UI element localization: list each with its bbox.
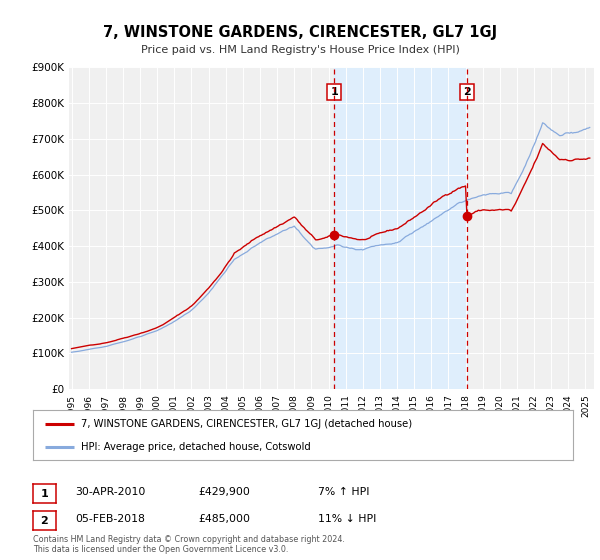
Text: 05-FEB-2018: 05-FEB-2018 (75, 514, 145, 524)
Bar (334, 67, 467, 389)
Text: This data is licensed under the Open Government Licence v3.0.: This data is licensed under the Open Gov… (33, 545, 289, 554)
Text: HPI: Average price, detached house, Cotswold: HPI: Average price, detached house, Cots… (80, 442, 310, 452)
Text: 1: 1 (330, 87, 338, 97)
Text: 7, WINSTONE GARDENS, CIRENCESTER, GL7 1GJ (detached house): 7, WINSTONE GARDENS, CIRENCESTER, GL7 1G… (80, 418, 412, 428)
Text: Price paid vs. HM Land Registry's House Price Index (HPI): Price paid vs. HM Land Registry's House … (140, 45, 460, 55)
Text: 2: 2 (463, 87, 471, 97)
Text: Contains HM Land Registry data © Crown copyright and database right 2024.: Contains HM Land Registry data © Crown c… (33, 535, 345, 544)
Text: 7, WINSTONE GARDENS, CIRENCESTER, GL7 1GJ: 7, WINSTONE GARDENS, CIRENCESTER, GL7 1G… (103, 25, 497, 40)
Text: £429,900: £429,900 (198, 487, 250, 497)
Text: 7% ↑ HPI: 7% ↑ HPI (318, 487, 370, 497)
Text: 11% ↓ HPI: 11% ↓ HPI (318, 514, 376, 524)
Text: 30-APR-2010: 30-APR-2010 (75, 487, 145, 497)
Text: 2: 2 (41, 516, 48, 526)
Text: £485,000: £485,000 (198, 514, 250, 524)
Text: 1: 1 (41, 489, 48, 499)
